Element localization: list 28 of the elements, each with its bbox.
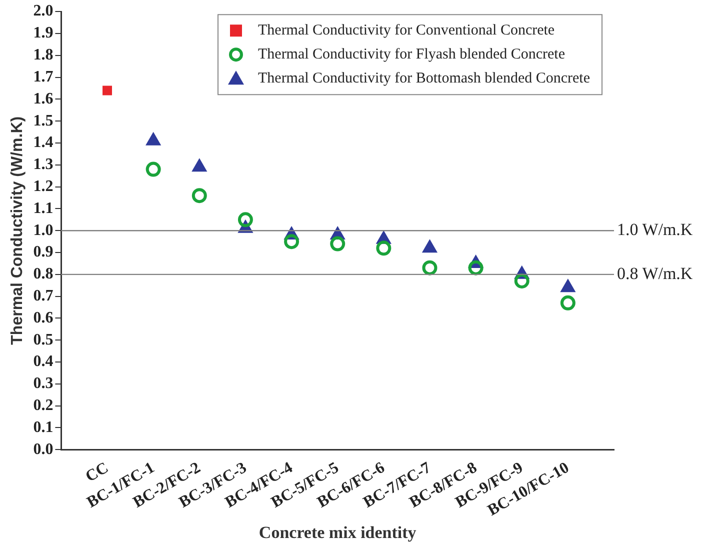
y-axis-title: Thermal Conductivity (W/m.K) <box>9 116 26 345</box>
ref-line-label: 0.8 W/m.K <box>617 264 694 283</box>
y-tick-label: 0.5 <box>33 331 54 348</box>
y-tick-label: 1.1 <box>33 200 54 217</box>
x-axis-title: Concrete mix identity <box>258 523 417 542</box>
y-tick-label: 0.3 <box>33 375 54 392</box>
y-tick-label: 1.9 <box>33 24 54 42</box>
y-tick-label: 0.7 <box>33 287 54 304</box>
y-tick-label: 1.5 <box>33 112 54 130</box>
y-tick-label: 0.0 <box>33 440 54 458</box>
y-tick-label: 0.2 <box>33 396 54 414</box>
y-tick-label: 1.0 <box>33 222 54 239</box>
y-tick-label: 1.7 <box>33 68 54 86</box>
y-tick-label: 1.3 <box>33 156 54 174</box>
y-tick-label: 1.2 <box>33 178 54 195</box>
y-tick-label: 0.8 <box>33 266 54 283</box>
legend-label: Thermal Conductivity for Flyash blended Concrete <box>258 46 566 63</box>
y-tick-label: 0.9 <box>33 244 54 261</box>
y-tick-label: 1.4 <box>33 134 54 152</box>
legend-label: Thermal Conductivity for Bottomash blended Concrete <box>258 70 590 87</box>
y-tick-label: 0.6 <box>33 309 54 326</box>
y-tick-label: 0.4 <box>33 353 54 370</box>
y-tick-label: 1.6 <box>33 90 54 108</box>
ref-line-label: 1.0 W/m.K <box>617 220 694 240</box>
y-tick-label: 2.0 <box>33 2 54 20</box>
legend-label: Thermal Conductivity for Conventional Concrete <box>258 22 555 39</box>
y-tick-label: 1.8 <box>33 46 54 64</box>
y-tick-label: 0.1 <box>33 418 54 436</box>
